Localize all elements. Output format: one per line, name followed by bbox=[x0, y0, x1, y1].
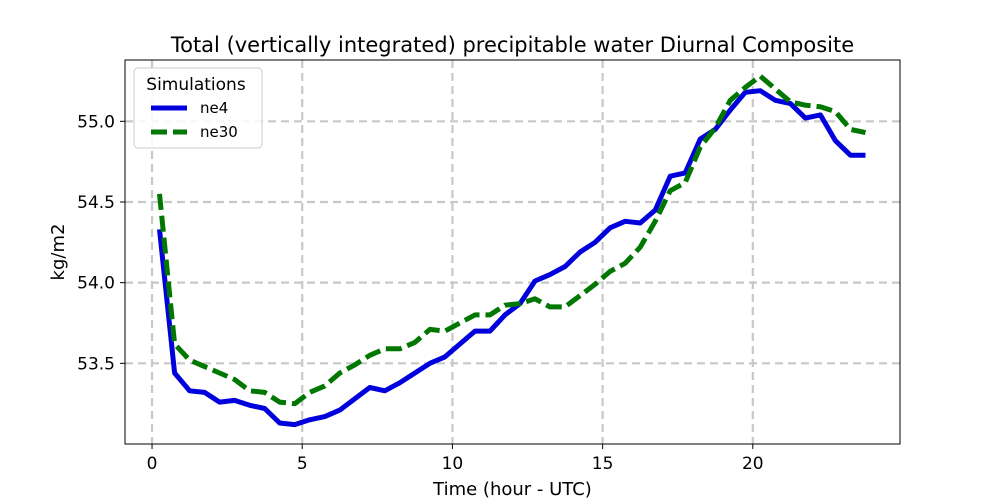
legend: Simulations ne4 ne30 bbox=[133, 67, 263, 149]
x-axis-label: Time (hour - UTC) bbox=[432, 479, 592, 500]
y-tick-label: 53.5 bbox=[77, 354, 115, 374]
y-tick-label: 55.0 bbox=[77, 112, 115, 132]
series-lines bbox=[157, 73, 867, 428]
series-line-ne4 bbox=[157, 88, 866, 428]
x-tick-label: 15 bbox=[592, 454, 614, 474]
x-tick-label: 5 bbox=[297, 454, 308, 474]
x-tick-label: 20 bbox=[742, 454, 764, 474]
grid-lines bbox=[125, 60, 900, 444]
x-tick-label: 10 bbox=[442, 454, 464, 474]
legend-title: Simulations bbox=[146, 75, 246, 95]
axis-ticks: 0 5 10 15 20 53.5 54.0 54.5 55.0 bbox=[77, 112, 763, 474]
y-axis-label: kg/m2 bbox=[48, 224, 69, 281]
legend-label-ne4: ne4 bbox=[200, 99, 228, 117]
x-tick-label: 0 bbox=[147, 454, 158, 474]
plot-frame bbox=[124, 59, 901, 445]
y-tick-label: 54.5 bbox=[77, 193, 115, 213]
legend-label-ne30: ne30 bbox=[200, 123, 238, 141]
chart-title: Total (vertically integrated) precipitab… bbox=[170, 33, 854, 57]
series-line-ne30 bbox=[157, 73, 867, 407]
legend-box bbox=[133, 67, 263, 149]
y-tick-label: 54.0 bbox=[77, 274, 115, 294]
